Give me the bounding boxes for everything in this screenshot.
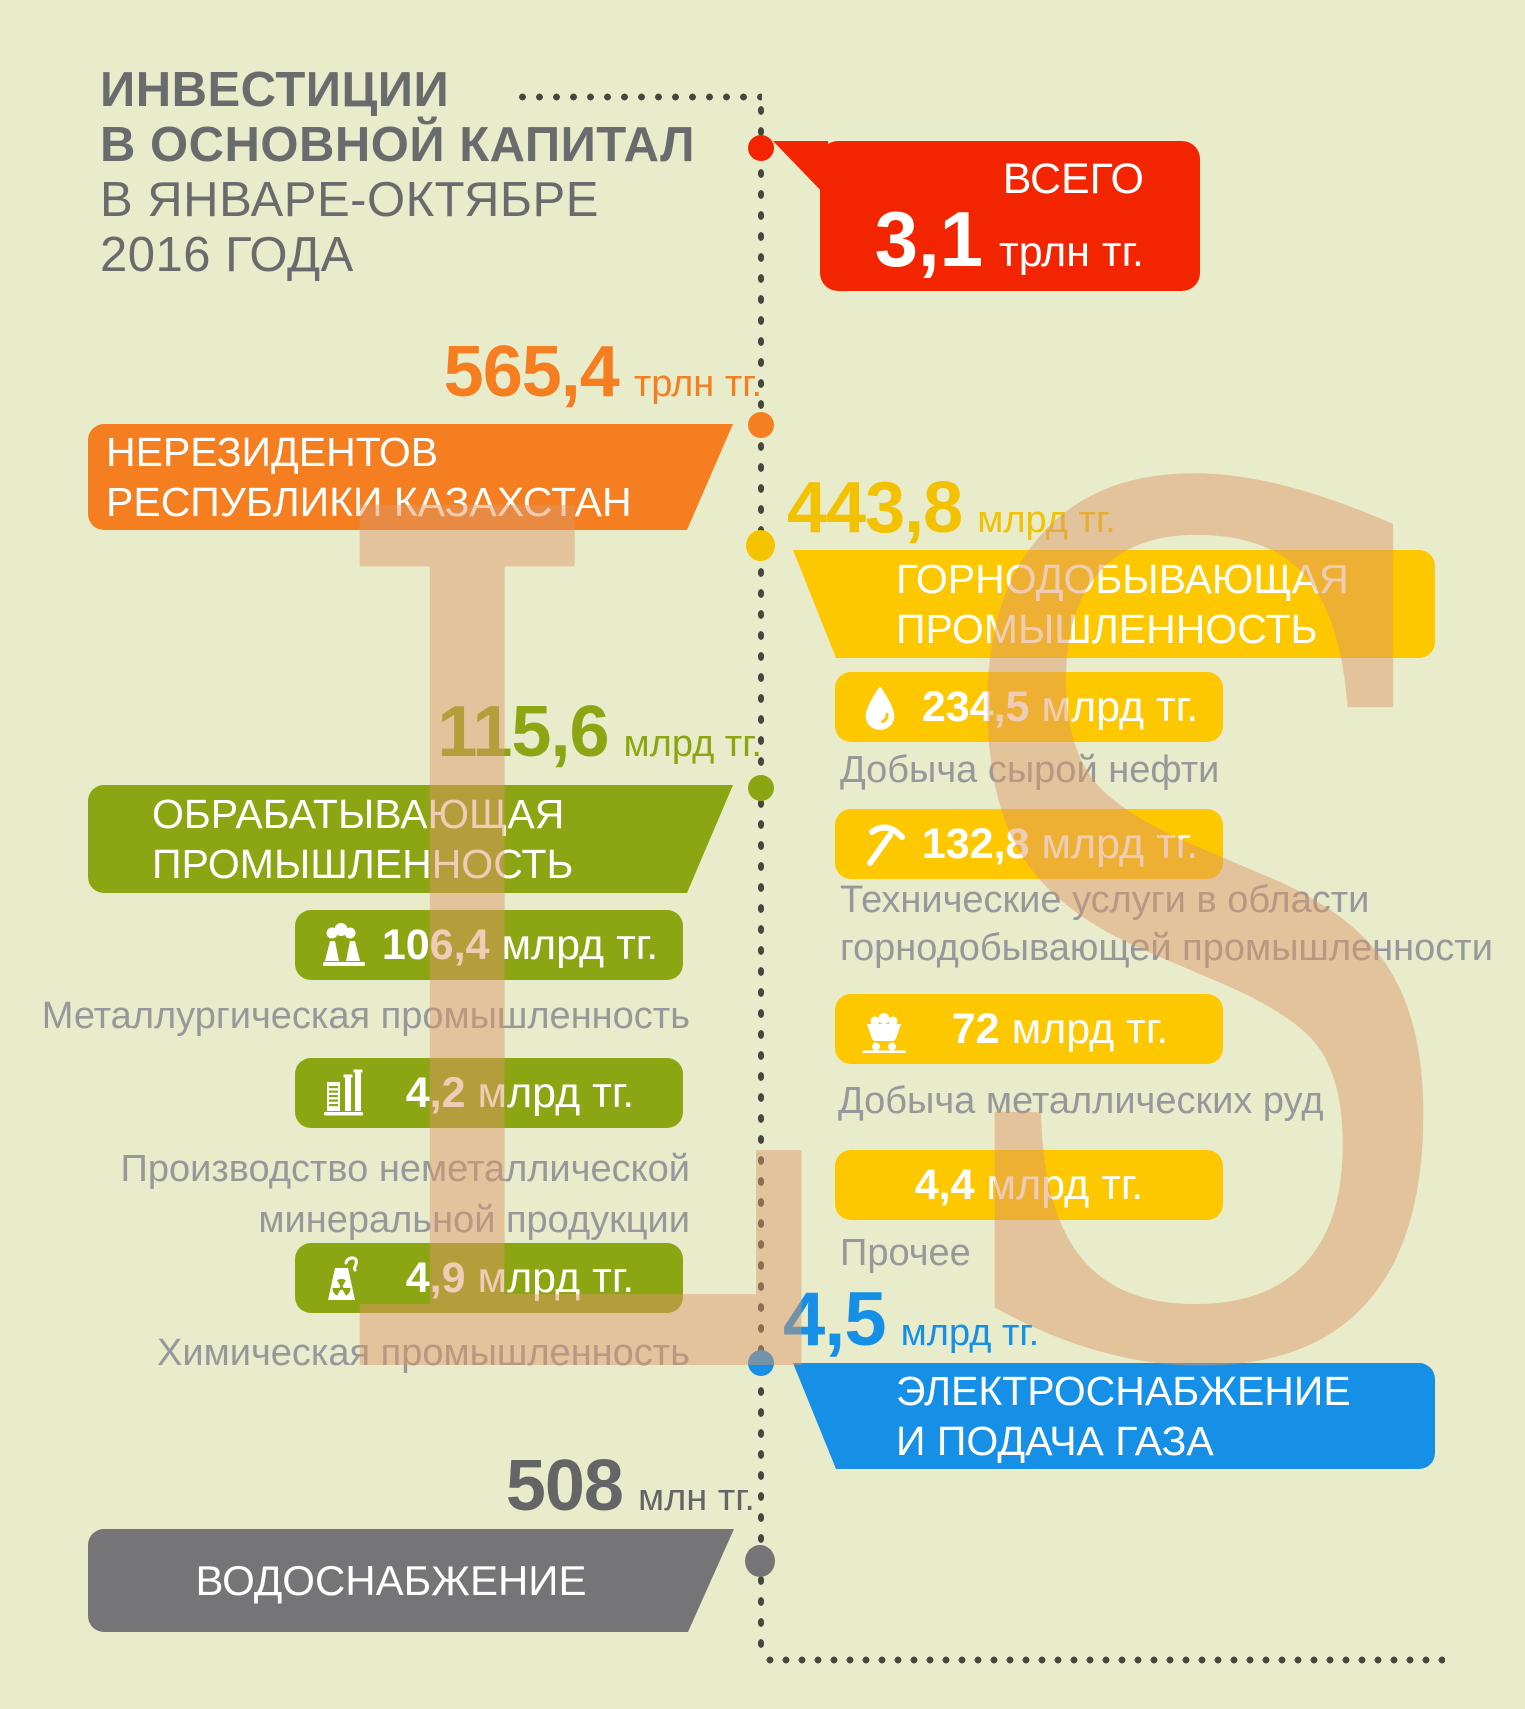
mining-item-ore-unit: млрд тг. bbox=[1011, 1004, 1169, 1053]
manufacturing-item-nonmetal-value: 4,2 bbox=[405, 1068, 466, 1117]
manufacturing-box: ОБРАБАТЫВАЮЩАЯ ПРОМЫШЛЕННОСТЬ bbox=[88, 785, 733, 893]
manufacturing-item-nonmetal-caption-line2: минеральной продукции bbox=[258, 1199, 690, 1241]
nonresidents-box: НЕРЕЗИДЕНТОВ РЕСПУБЛИКИ КАЗАХСТАН bbox=[88, 424, 733, 530]
manufacturing-item-metal-unit: млрд тг. bbox=[501, 920, 659, 969]
electricity-label-line2: И ПОДАЧА ГАЗА bbox=[896, 1418, 1214, 1464]
mining-item-oil-value-row: 234,5 млрд тг. bbox=[922, 683, 1198, 732]
manufacturing-item-chem-unit: млрд тг. bbox=[477, 1253, 635, 1302]
dotted-line-top bbox=[514, 92, 762, 102]
mining-item-tech-caption: Технические услуги в области горнодобыва… bbox=[840, 876, 1493, 972]
mining-item-ore-box: 72 млрд тг. bbox=[835, 994, 1223, 1064]
manufacturing-item-chem-value-row: 4,9 млрд тг. bbox=[406, 1254, 634, 1303]
manufacturing-item-metal-value-row: 106,4 млрд тг. bbox=[382, 921, 658, 970]
chemical-plant-icon bbox=[328, 1256, 358, 1300]
manufacturing-item-metal-value: 106,4 bbox=[381, 920, 490, 969]
manufacturing-item-nonmetal-box: 4,2 млрд тг. bbox=[295, 1058, 683, 1128]
manufacturing-item-nonmetal-unit: млрд тг. bbox=[477, 1068, 635, 1117]
mining-item-ore-value: 72 bbox=[951, 1004, 1000, 1053]
mining-box: ГОРНОДОБЫВАЮЩАЯ ПРОМЫШЛЕННОСТЬ bbox=[793, 550, 1435, 658]
branch-dot-mining bbox=[746, 530, 775, 561]
mining-item-oil-box: 234,5 млрд тг. bbox=[835, 672, 1223, 742]
branch-dot-electricity bbox=[748, 1350, 774, 1376]
mining-item-other-value-row: 4,4 млрд тг. bbox=[915, 1161, 1143, 1210]
mining-item-tech-unit: млрд тг. bbox=[1041, 819, 1199, 868]
plant-building-icon bbox=[324, 1069, 363, 1116]
manufacturing-label-line1: ОБРАБАТЫВАЮЩАЯ bbox=[152, 791, 565, 837]
manufacturing-item-metal-caption: Металлургическая промышленность bbox=[41, 995, 690, 1037]
oil-drop-icon bbox=[865, 686, 895, 730]
mining-item-other-value: 4,4 bbox=[914, 1160, 975, 1209]
dotted-line-vertical bbox=[756, 100, 766, 1658]
mining-item-ore-value-row: 72 млрд тг. bbox=[952, 1005, 1169, 1054]
mine-cart-icon bbox=[862, 1013, 906, 1053]
mining-value: 443,8 bbox=[787, 468, 963, 548]
mining-item-oil-caption: Добыча сырой нефти bbox=[840, 749, 1220, 791]
manufacturing-value: 115,6 bbox=[437, 692, 609, 772]
total-label: ВСЕГО bbox=[1002, 155, 1144, 203]
title-line-4: 2016 ГОДА bbox=[100, 228, 354, 282]
mining-item-oil-unit: млрд тг. bbox=[1041, 682, 1199, 731]
branch-dot-total bbox=[748, 135, 774, 161]
branch-dot-nonresidents bbox=[748, 412, 774, 438]
manufacturing-item-chem-value: 4,9 bbox=[405, 1253, 466, 1302]
electricity-unit: млрд тг. bbox=[900, 1312, 1040, 1354]
mining-item-ore-caption: Добыча металлических руд bbox=[838, 1080, 1324, 1122]
total-value-row: 3,1 трлн тг. bbox=[874, 195, 1144, 283]
page-title: ИНВЕСТИЦИИ В ОСНОВНОЙ КАПИТАЛ В ЯНВАРЕ-О… bbox=[100, 63, 695, 283]
mining-item-tech-caption-line1: Технические услуги в области bbox=[840, 879, 1370, 921]
mining-value-row: 443,8 млрд тг. bbox=[787, 472, 1116, 544]
pickaxe-icon bbox=[867, 824, 905, 866]
mining-item-tech-box: 132,8 млрд тг. bbox=[835, 809, 1223, 879]
mining-item-tech-caption-line2: горнодобывающей промышленности bbox=[840, 927, 1493, 969]
mining-item-oil-value: 234,5 bbox=[921, 682, 1030, 731]
title-line-3: В ЯНВАРЕ-ОКТЯБРЕ bbox=[100, 173, 599, 227]
mining-item-other-unit: млрд тг. bbox=[986, 1160, 1144, 1209]
mining-label-line1: ГОРНОДОБЫВАЮЩАЯ bbox=[896, 556, 1349, 602]
electricity-box: ЭЛЕКТРОСНАБЖЕНИЕ И ПОДАЧА ГАЗА bbox=[793, 1363, 1435, 1469]
title-line-1: ИНВЕСТИЦИИ bbox=[100, 63, 450, 117]
mining-label-line2: ПРОМЫШЛЕННОСТЬ bbox=[896, 606, 1318, 652]
nonresidents-label-line1: НЕРЕЗИДЕНТОВ bbox=[106, 429, 439, 475]
electricity-label-line1: ЭЛЕКТРОСНАБЖЕНИЕ bbox=[896, 1368, 1351, 1414]
electricity-value-row: 4,5 млрд тг. bbox=[783, 1277, 1040, 1362]
nonresidents-unit: трлн тг. bbox=[633, 363, 762, 405]
nonresidents-value-row: 565,4 трлн тг. bbox=[444, 336, 762, 408]
mining-item-tech-value: 132,8 bbox=[921, 819, 1030, 868]
total-unit: трлн тг. bbox=[999, 228, 1144, 276]
mining-item-tech-value-row: 132,8 млрд тг. bbox=[922, 820, 1198, 869]
nonresidents-value: 565,4 bbox=[443, 332, 620, 412]
factory-icon bbox=[323, 923, 365, 966]
manufacturing-item-nonmetal-value-row: 4,2 млрд тг. bbox=[406, 1069, 634, 1118]
water-box: ВОДОСНАБЖЕНИЕ bbox=[88, 1529, 734, 1632]
total-callout: ВСЕГО 3,1 трлн тг. bbox=[820, 141, 1200, 291]
manufacturing-item-nonmetal-caption-line1: Производство неметаллической bbox=[120, 1148, 690, 1190]
mining-item-other-caption: Прочее bbox=[840, 1232, 971, 1274]
manufacturing-value-row: 115,6 млрд тг. bbox=[437, 696, 762, 768]
manufacturing-label-line2: ПРОМЫШЛЕННОСТЬ bbox=[152, 841, 574, 887]
total-value: 3,1 bbox=[874, 195, 983, 283]
nonresidents-label-line2: РЕСПУБЛИКИ КАЗАХСТАН bbox=[106, 479, 632, 525]
water-label: ВОДОСНАБЖЕНИЕ bbox=[195, 1556, 587, 1604]
manufacturing-item-chem-caption: Химическая промышленность bbox=[157, 1332, 690, 1374]
title-line-2: В ОСНОВНОЙ КАПИТАЛ bbox=[100, 118, 696, 172]
manufacturing-item-chem-box: 4,9 млрд тг. bbox=[295, 1243, 683, 1313]
manufacturing-item-nonmetal-caption: Производство неметаллической минеральной… bbox=[40, 1144, 690, 1246]
water-unit: млн тг. bbox=[637, 1477, 755, 1519]
mining-item-other-box: 4,4 млрд тг. bbox=[835, 1150, 1223, 1220]
water-value-row: 508 млн тг. bbox=[506, 1450, 755, 1522]
branch-dot-manufacturing bbox=[748, 775, 774, 801]
water-value: 508 bbox=[505, 1446, 624, 1526]
branch-dot-water bbox=[745, 1545, 775, 1577]
electricity-value: 4,5 bbox=[783, 1277, 887, 1362]
dotted-line-bottom bbox=[762, 1655, 1445, 1665]
mining-unit: млрд тг. bbox=[977, 499, 1116, 541]
manufacturing-unit: млрд тг. bbox=[623, 723, 762, 765]
manufacturing-item-metal-box: 106,4 млрд тг. bbox=[295, 910, 683, 980]
